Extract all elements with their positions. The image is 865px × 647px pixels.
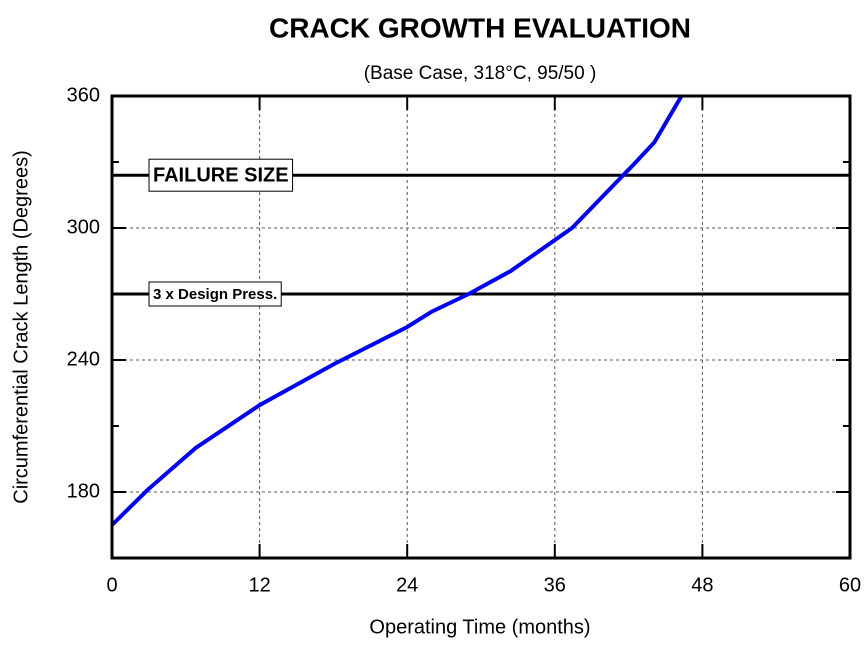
annotation-box — [148, 281, 282, 307]
x-tick-label: 60 — [839, 574, 861, 596]
chart-subtitle: (Base Case, 318°C, 95/50 ) — [364, 63, 597, 84]
annotation-label: 3 x Design Press. — [153, 286, 277, 303]
data-line — [110, 94, 684, 527]
x-tick-label: 0 — [106, 574, 117, 596]
x-tick-label: 48 — [691, 574, 713, 596]
y-tick-label: 300 — [67, 216, 100, 238]
x-tick-label: 12 — [248, 574, 270, 596]
x-axis-label: Operating Time (months) — [369, 616, 590, 638]
plot-frame — [110, 94, 852, 560]
x-tick-label: 36 — [544, 574, 566, 596]
y-tick-label: 240 — [67, 348, 100, 370]
y-axis-label: Circumferential Crack Length (Degrees) — [10, 150, 32, 503]
x-tick-label: 24 — [396, 574, 418, 596]
annotation-box — [148, 158, 294, 192]
annotation-label: FAILURE SIZE — [153, 164, 289, 186]
chart-title: CRACK GROWTH EVALUATION — [269, 12, 691, 43]
y-tick-label: 360 — [67, 84, 100, 106]
y-tick-label: 180 — [67, 480, 100, 502]
